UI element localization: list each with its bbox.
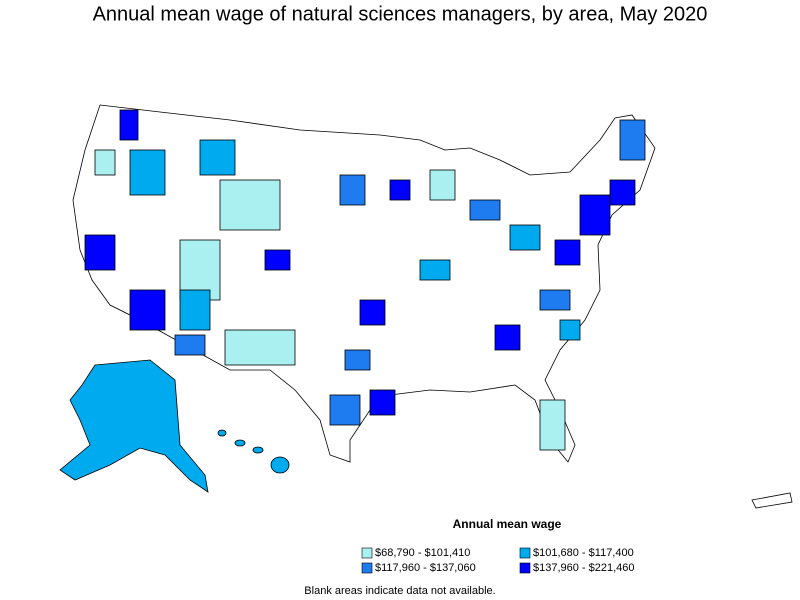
puerto-rico: [751, 492, 793, 509]
legend-items: $68,790 - $101,410 $101,680 - $117,400 $11…: [361, 547, 635, 574]
legend-title: Annual mean wage: [453, 517, 562, 531]
legend-label: $101,680 - $117,400: [533, 547, 634, 559]
legend-swatch: [519, 547, 531, 559]
legend-swatch: [519, 562, 531, 574]
legend: Annual mean wage $68,790 - $101,410 $101,…: [361, 517, 635, 574]
legend-label: $68,790 - $101,410: [375, 547, 470, 559]
footnote: Blank areas indicate data not available.: [304, 585, 495, 597]
legend-swatch: [361, 562, 373, 574]
alaska: [59, 359, 209, 493]
legend-swatch: [361, 547, 373, 559]
map-title: Annual mean wage of natural sciences man…: [93, 3, 708, 25]
legend-label: $137,960 - $221,460: [533, 562, 635, 574]
legend-label: $117,960 - $137,060: [375, 562, 476, 574]
contiguous-us: [72, 104, 656, 463]
region-shading: [84, 109, 646, 451]
map: [59, 104, 793, 509]
hawaii: [217, 429, 290, 474]
